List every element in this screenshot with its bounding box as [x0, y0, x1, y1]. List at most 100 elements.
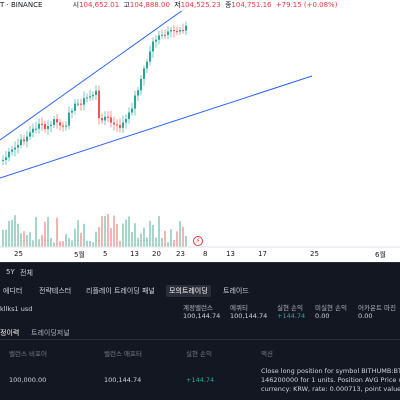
- volume-bar: [113, 215, 115, 247]
- volume-bar: [83, 223, 85, 247]
- tab-trading-journal[interactable]: 트레이딩저널: [31, 329, 70, 337]
- candle-body: [56, 119, 58, 123]
- candle-body: [161, 34, 163, 36]
- candle-body: [167, 31, 169, 35]
- candle-body: [71, 110, 73, 113]
- volume-bar: [5, 229, 7, 247]
- candle-body: [2, 159, 4, 161]
- volume-bar: [50, 237, 52, 247]
- close-label: 종: [224, 1, 232, 9]
- table-row[interactable]: 100,000.00 100,144.74 +144.74 Close long…: [0, 364, 400, 400]
- open-label: 시: [72, 1, 80, 9]
- col-action[interactable]: 액션: [261, 350, 273, 358]
- candle-body: [77, 103, 79, 105]
- change-value: +79.15 (+0.08%): [275, 1, 338, 9]
- candle-body: [116, 124, 118, 126]
- equity-label: 에퀴티: [230, 304, 248, 312]
- close-value: 104,751.16: [231, 1, 272, 9]
- volume-bar: [47, 216, 49, 247]
- price-chart[interactable]: [0, 0, 400, 262]
- volume-bar: [131, 231, 133, 247]
- volume-bar: [71, 240, 73, 247]
- volume-bar: [182, 226, 184, 247]
- account-selector[interactable]: kllks1 usd: [0, 305, 33, 313]
- tab-paper-trading[interactable]: 모의트레이딩: [166, 285, 211, 297]
- tab-history[interactable]: 정이력: [0, 329, 20, 337]
- candle-body: [83, 98, 85, 105]
- volume-bar: [44, 221, 46, 247]
- candle-body: [74, 103, 76, 111]
- history-subtabs: 정이력 트레이딩저널: [0, 326, 400, 340]
- candle-body: [131, 108, 133, 113]
- candle-body: [92, 95, 94, 97]
- candle-body: [98, 90, 100, 119]
- volume-bar: [170, 229, 172, 247]
- candle-body: [170, 30, 172, 32]
- tab-strategy-tester[interactable]: 전략테스터: [39, 287, 72, 295]
- candle-body: [179, 30, 181, 32]
- x-tick: 25: [14, 250, 23, 258]
- tab-pine-editor[interactable]: 에디터: [3, 287, 23, 295]
- candle-body: [14, 147, 16, 150]
- range-all-button[interactable]: 전체: [20, 269, 33, 277]
- candle-body: [125, 119, 127, 123]
- volume-bar: [158, 216, 160, 247]
- candle-body: [182, 30, 184, 32]
- volume-bar: [164, 230, 166, 247]
- col-balance-after[interactable]: 밸런스 애프터: [104, 350, 142, 358]
- volume-bar: [179, 221, 181, 247]
- volume-bar: [92, 242, 94, 247]
- chart-pane[interactable]: T · BINANCE 시104,652.01 고104,888.00 저104…: [0, 0, 400, 262]
- col-balance-before[interactable]: 밸런스 비포어: [9, 350, 47, 358]
- volume-bar: [80, 232, 82, 247]
- candle-body: [95, 90, 97, 96]
- candle-body: [17, 145, 19, 148]
- col-realized-pnl[interactable]: 실현 손익: [186, 350, 212, 358]
- volume-bar: [2, 229, 4, 247]
- volume-bar: [176, 231, 178, 247]
- candle-body: [38, 123, 40, 129]
- history-table-header: 밸런스 비포어 밸런스 애프터 실현 손익 액션: [0, 348, 400, 360]
- realized-pnl-value: +144.74: [277, 312, 306, 320]
- x-tick: 25: [310, 250, 319, 258]
- candles: [2, 21, 187, 165]
- volume-bar: [38, 239, 40, 247]
- volume-bar: [143, 227, 145, 247]
- candle-body: [59, 122, 61, 126]
- low-label: 저: [174, 1, 181, 9]
- tab-replay-trading[interactable]: 리플레이 트레이딩 패널: [86, 287, 155, 295]
- action-cell: Close long position for symbol BITHUMB:B…: [261, 367, 400, 394]
- volume-bar: [56, 217, 58, 247]
- volume-bar: [86, 240, 88, 247]
- bottom-panel-tabs: 에디터 전략테스터 리플레이 트레이딩 패널 모의트레이딩 트레이드: [0, 283, 400, 299]
- tab-trade[interactable]: 트레이드: [223, 287, 249, 295]
- volume-bar: [149, 220, 151, 247]
- candle-body: [35, 128, 37, 130]
- volume-bar: [110, 228, 112, 247]
- candle-body: [176, 31, 178, 33]
- trend-line-upper: [0, 4, 191, 141]
- x-tick: 20: [152, 250, 161, 258]
- balance-after-cell: 100,144.74: [104, 376, 142, 384]
- trend-line-lower: [0, 75, 313, 179]
- volume-bar: [140, 233, 142, 247]
- candle-body: [164, 34, 166, 36]
- candle-body: [23, 139, 25, 142]
- candle-body: [62, 125, 64, 127]
- volume-bar: [95, 231, 97, 247]
- volume-bar: [107, 213, 109, 247]
- volume-bar: [185, 236, 187, 247]
- candle-body: [146, 61, 148, 69]
- candle-body: [20, 139, 22, 146]
- volume-bar: [14, 215, 16, 247]
- x-tick: 5월: [74, 251, 85, 259]
- event-badge-icon[interactable]: ⚡: [193, 236, 203, 246]
- candle-body: [119, 124, 121, 128]
- account-summary: kllks1 usd 계정밸런스 100,144.74 에퀴티 100,144.…: [0, 300, 400, 324]
- volume-bar: [62, 241, 64, 247]
- balance-before-cell: 100,000.00: [9, 376, 47, 384]
- range-5y-button[interactable]: 5Y: [6, 268, 15, 276]
- symbol-name[interactable]: T · BINANCE: [0, 1, 43, 9]
- unrealized-pnl-label: 미실현 손익: [315, 304, 347, 312]
- volume-bar: [65, 234, 67, 247]
